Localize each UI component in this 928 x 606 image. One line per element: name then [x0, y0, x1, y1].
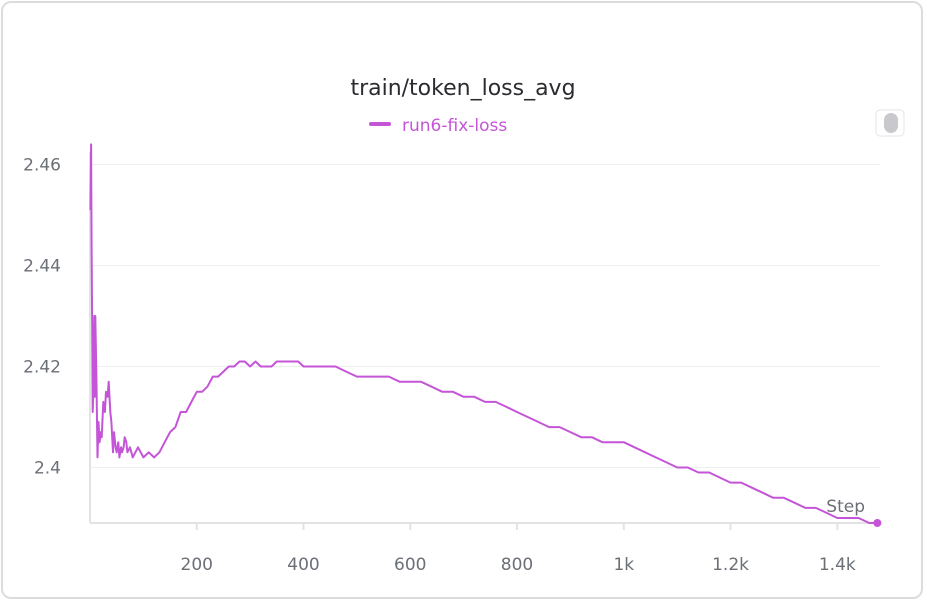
x-tick-label: 1.4k — [819, 555, 856, 575]
x-tick-label: 800 — [501, 555, 533, 575]
series-end-point[interactable] — [873, 519, 882, 527]
chart-title: train/token_loss_avg — [350, 76, 575, 101]
y-tick-label: 2.44 — [23, 257, 61, 277]
x-tick-label: 1k — [613, 555, 634, 575]
series-line-run6-fix-loss[interactable] — [89, 143, 878, 524]
x-tick-label: 200 — [181, 555, 213, 575]
legend[interactable]: run6-fix-loss — [369, 116, 507, 136]
axes — [89, 152, 880, 524]
scroll-handle-icon[interactable] — [875, 109, 905, 137]
grid — [90, 164, 880, 468]
legend-label: run6-fix-loss — [402, 116, 507, 136]
x-tick-label: 400 — [287, 555, 319, 575]
x-tick-label: 600 — [394, 555, 426, 575]
x-axis-label: Step — [826, 497, 865, 517]
y-axis-ticks: 2.4 2.42 2.44 2.46 — [23, 156, 61, 479]
y-tick-label: 2.46 — [23, 156, 61, 176]
y-tick-label: 2.42 — [23, 358, 61, 378]
x-tick-label: 1.2k — [712, 555, 749, 575]
y-tick-label: 2.4 — [34, 458, 61, 478]
x-axis-ticks: 200 400 600 800 1k 1.2k 1.4k — [181, 523, 856, 575]
